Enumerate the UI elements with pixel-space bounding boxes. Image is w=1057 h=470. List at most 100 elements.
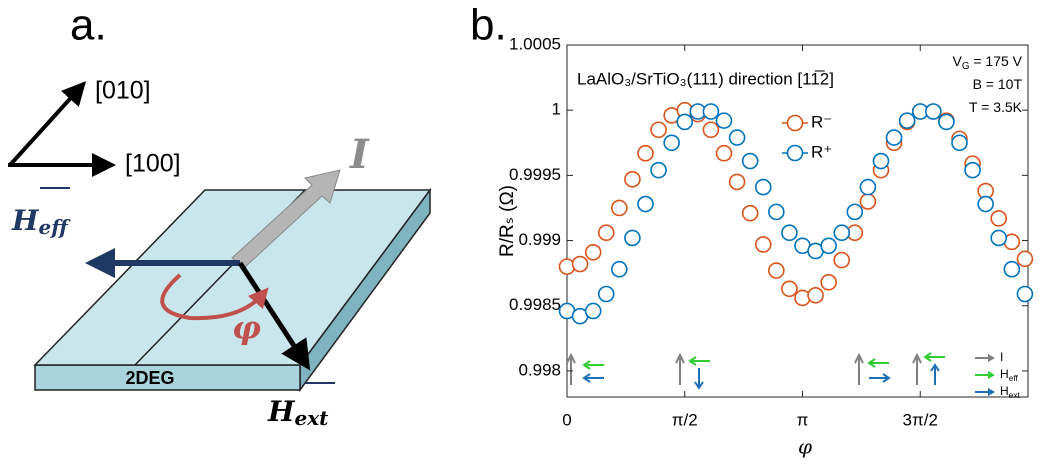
annotation: Heff — [1000, 367, 1019, 383]
marker — [624, 229, 641, 247]
annotation-tail: = 175 V — [969, 53, 1022, 69]
h-ext-label: Hext — [267, 395, 329, 430]
marker — [754, 236, 772, 253]
arrow-legend-head — [988, 388, 995, 396]
marker — [702, 103, 720, 120]
marker — [872, 152, 890, 170]
panel-label: a. — [70, 1, 107, 50]
marker — [715, 144, 733, 162]
x-tick-label: π/2 — [672, 410, 698, 429]
marker — [898, 112, 916, 129]
y-tick-label: 0.9995 — [509, 165, 561, 184]
x-tick-label: 0 — [562, 410, 571, 429]
marker — [768, 203, 785, 221]
legend-label: R⁺ — [811, 142, 832, 161]
layer-label: 2DEG — [125, 368, 174, 388]
h-eff-sub: eff — [38, 215, 71, 239]
annotation-sub: G — [962, 61, 970, 72]
marker — [611, 260, 628, 278]
h-ext-arrow — [237, 261, 311, 371]
marker — [977, 195, 994, 213]
annotation-base: H — [1000, 367, 1009, 381]
marker — [741, 152, 759, 170]
orientation-icons — [566, 352, 945, 390]
angle-label: φ — [232, 309, 261, 347]
annotation: Hext — [1000, 384, 1021, 400]
panel-label: b. — [470, 1, 507, 50]
annotation-base: T = 3.5K — [969, 99, 1023, 115]
marker — [754, 178, 772, 196]
marker — [728, 129, 746, 146]
arrow-legend-head — [988, 371, 995, 379]
plot-area: 0.998 0.9985 0.999 0.9995 1 1.0005 0 π/2 π 3π/2 R⁻… — [509, 34, 1034, 429]
marker — [964, 161, 981, 179]
plot-frame — [566, 44, 1029, 398]
marker — [859, 178, 877, 196]
slab-top — [33, 189, 432, 366]
marker — [741, 204, 759, 222]
marker — [663, 134, 680, 152]
y-tick-label: 0.999 — [518, 230, 561, 249]
panel-a: a. [010] [100] 2DEG I φ Heff Hext — [8, 1, 432, 430]
marker — [611, 199, 628, 217]
y-tick-label: 1.0005 — [509, 34, 561, 53]
marker — [833, 224, 851, 242]
marker — [938, 113, 955, 131]
marker — [768, 262, 785, 279]
marker — [728, 173, 746, 191]
marker — [990, 229, 1008, 247]
y-tick-label: 0.998 — [518, 360, 561, 379]
marker — [715, 112, 733, 129]
marker — [990, 210, 1008, 227]
legend-label: R⁻ — [811, 112, 832, 131]
x-tick-label: π — [797, 410, 809, 429]
marker — [624, 170, 641, 188]
annotation: B = 10T — [973, 76, 1023, 92]
marker — [584, 243, 602, 261]
marker — [807, 287, 824, 304]
marker — [859, 193, 877, 210]
axis-label: [100] — [125, 150, 181, 178]
marker — [702, 121, 720, 139]
marker — [925, 103, 942, 120]
axis-label: [010] — [95, 77, 151, 105]
h-eff-label: Heff — [11, 204, 71, 239]
marker — [781, 224, 798, 242]
marker — [1003, 260, 1021, 278]
marker — [781, 280, 798, 298]
x-tick-label: 3π/2 — [903, 410, 938, 429]
current-arrow — [231, 169, 341, 269]
marker — [571, 255, 589, 273]
current-label: I — [349, 131, 370, 178]
marker — [820, 237, 837, 255]
chart-title: LaAlO₃/SrTiO₃(111) direction [11̅2] — [577, 69, 834, 88]
h-ext-sub: ext — [294, 406, 329, 430]
angle-arc — [160, 273, 269, 321]
marker — [637, 144, 654, 162]
legend-marker — [786, 114, 804, 132]
annotation: VG = 175 V — [952, 53, 1022, 72]
annotation-base: I — [1000, 350, 1003, 364]
marker — [820, 273, 837, 291]
marker — [650, 161, 667, 179]
marker — [597, 285, 615, 303]
annotation-base: B = 10T — [973, 76, 1023, 92]
x-axis-label: φ — [798, 435, 812, 459]
axis-arrow — [8, 81, 87, 167]
marker — [584, 302, 602, 320]
marker — [637, 195, 654, 213]
marker — [833, 251, 851, 269]
y-axis-label: R/Rₛ (Ω) — [497, 185, 518, 257]
marker — [1016, 250, 1034, 268]
annotation: I — [1000, 350, 1003, 364]
annotation-sub: ext — [1009, 390, 1021, 400]
annotation-base: V — [952, 53, 962, 69]
marker — [885, 129, 903, 146]
h-eff-base: H — [11, 204, 40, 237]
y-tick-label: 1 — [552, 100, 561, 119]
marker — [951, 134, 968, 152]
marker — [597, 224, 615, 242]
annotation-sub: eff — [1009, 373, 1019, 383]
marker — [1016, 285, 1034, 303]
